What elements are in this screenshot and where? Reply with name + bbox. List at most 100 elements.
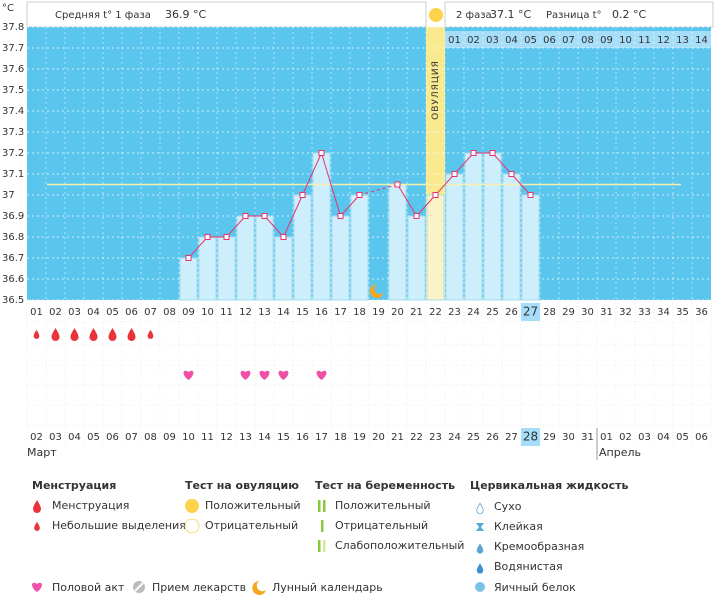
temp-point [451, 171, 458, 177]
cycle-day: 36 [695, 307, 708, 318]
circle-icon [184, 518, 200, 534]
moon-icon [252, 581, 266, 595]
heart-icon [278, 370, 289, 380]
unit: °C [2, 3, 14, 14]
sun-icon [185, 499, 199, 513]
date-label: 23 [429, 432, 442, 443]
cycle-day: 13 [258, 307, 271, 318]
phase2-cell [616, 31, 635, 48]
menstruation-icon [89, 328, 98, 341]
legend-title: Тест на овуляцию [185, 479, 299, 492]
legend-item: Водянистая [494, 560, 563, 573]
date-label: 16 [296, 432, 309, 443]
legend-item: Сухо [494, 500, 522, 513]
heart-icon [183, 370, 194, 380]
phase2-value: 37.1 °C [490, 8, 531, 21]
date-label: 03 [49, 432, 62, 443]
temp-bar [312, 152, 331, 301]
legend-item: Лунный календарь [272, 581, 383, 594]
date-label: 22 [410, 432, 423, 443]
phase2-day: 01 [448, 35, 461, 46]
month-label: Апрель [599, 446, 641, 459]
cycle-day: 22 [429, 307, 442, 318]
date-label: 04 [68, 432, 81, 443]
date-label: 29 [543, 432, 556, 443]
legend-item: Отрицательный [205, 519, 298, 532]
cycle-day: 15 [296, 307, 309, 318]
drop-icon [34, 521, 40, 531]
legend-title: Менструация [32, 479, 116, 492]
y-tick-label: 37.4 [2, 106, 24, 117]
date-label: 25 [467, 432, 480, 443]
heart-icon [259, 370, 270, 380]
phase2-cell [597, 31, 616, 48]
date-label: 01 [600, 432, 613, 443]
temp-point [489, 150, 496, 156]
phase2-day: 03 [486, 35, 499, 46]
menstruation-icon [108, 328, 117, 341]
temp-bar [179, 257, 198, 301]
date-label: 30 [562, 432, 575, 443]
legend-item: Положительный [205, 499, 301, 512]
temp-point [318, 150, 325, 156]
y-tick-label: 36.9 [2, 211, 24, 222]
diff-label: Разница t° [546, 10, 602, 21]
legend-item: Менструация [52, 499, 129, 512]
y-tick-label: 37.3 [2, 127, 24, 138]
phase2-cell [673, 31, 692, 48]
temp-point [204, 234, 211, 240]
temp-bar [255, 215, 274, 301]
cycle-day: 35 [676, 307, 689, 318]
today-cell [521, 428, 540, 446]
cycle-day: 07 [144, 307, 157, 318]
date-label: 13 [239, 432, 252, 443]
temp-bar [483, 152, 502, 301]
phase2-cell [635, 31, 654, 48]
temp-point [223, 234, 230, 240]
cycle-day: 08 [163, 307, 176, 318]
phase2-cell [483, 31, 502, 48]
drop-icon [33, 500, 41, 513]
date-label: 10 [182, 432, 195, 443]
fluid-icon [476, 502, 484, 514]
cycle-day: 12 [239, 307, 252, 318]
date-label: 19 [353, 432, 366, 443]
legend: Менструация Менструация Небольшие выделе… [32, 479, 628, 595]
phase2-cell [464, 31, 483, 48]
temp-bar [502, 173, 521, 301]
y-tick-label: 37.2 [2, 148, 24, 159]
legend-title: Цервикальная жидкость [470, 479, 628, 492]
date-label: 07 [125, 432, 138, 443]
date-label: 20 [372, 432, 385, 443]
temp-bar [331, 215, 350, 301]
temp-bar [445, 173, 464, 301]
y-tick-label: 36.8 [2, 232, 24, 243]
cycle-day: 33 [638, 307, 651, 318]
cycle-day: 05 [106, 307, 119, 318]
date-label: 06 [106, 432, 119, 443]
phase2-day: 07 [562, 35, 575, 46]
temp-bar [426, 194, 445, 301]
cycle-day: 23 [448, 307, 461, 318]
cycle-day: 27 [523, 305, 538, 319]
y-tick-label: 37 [2, 190, 15, 201]
cycle-day: 17 [334, 307, 347, 318]
temp-bar [274, 236, 293, 301]
y-tick-label: 37.8 [2, 22, 24, 33]
temp-bar [217, 236, 236, 301]
cycle-day: 34 [657, 307, 670, 318]
date-label: 12 [220, 432, 233, 443]
cycle-day: 31 [600, 307, 613, 318]
y-tick-label: 37.5 [2, 85, 24, 96]
cycle-day: 14 [277, 307, 290, 318]
cycle-day: 11 [220, 307, 233, 318]
legend-item: Кремообразная [494, 540, 584, 553]
legend-item: Слабоположительный [335, 539, 464, 552]
phase2-day: 04 [505, 35, 518, 46]
cycle-day: 30 [581, 307, 594, 318]
legend-item: Половой акт [52, 581, 125, 594]
cycle-day: 06 [125, 307, 138, 318]
temp-bar [388, 184, 407, 301]
legend-item: Положительный [335, 499, 431, 512]
